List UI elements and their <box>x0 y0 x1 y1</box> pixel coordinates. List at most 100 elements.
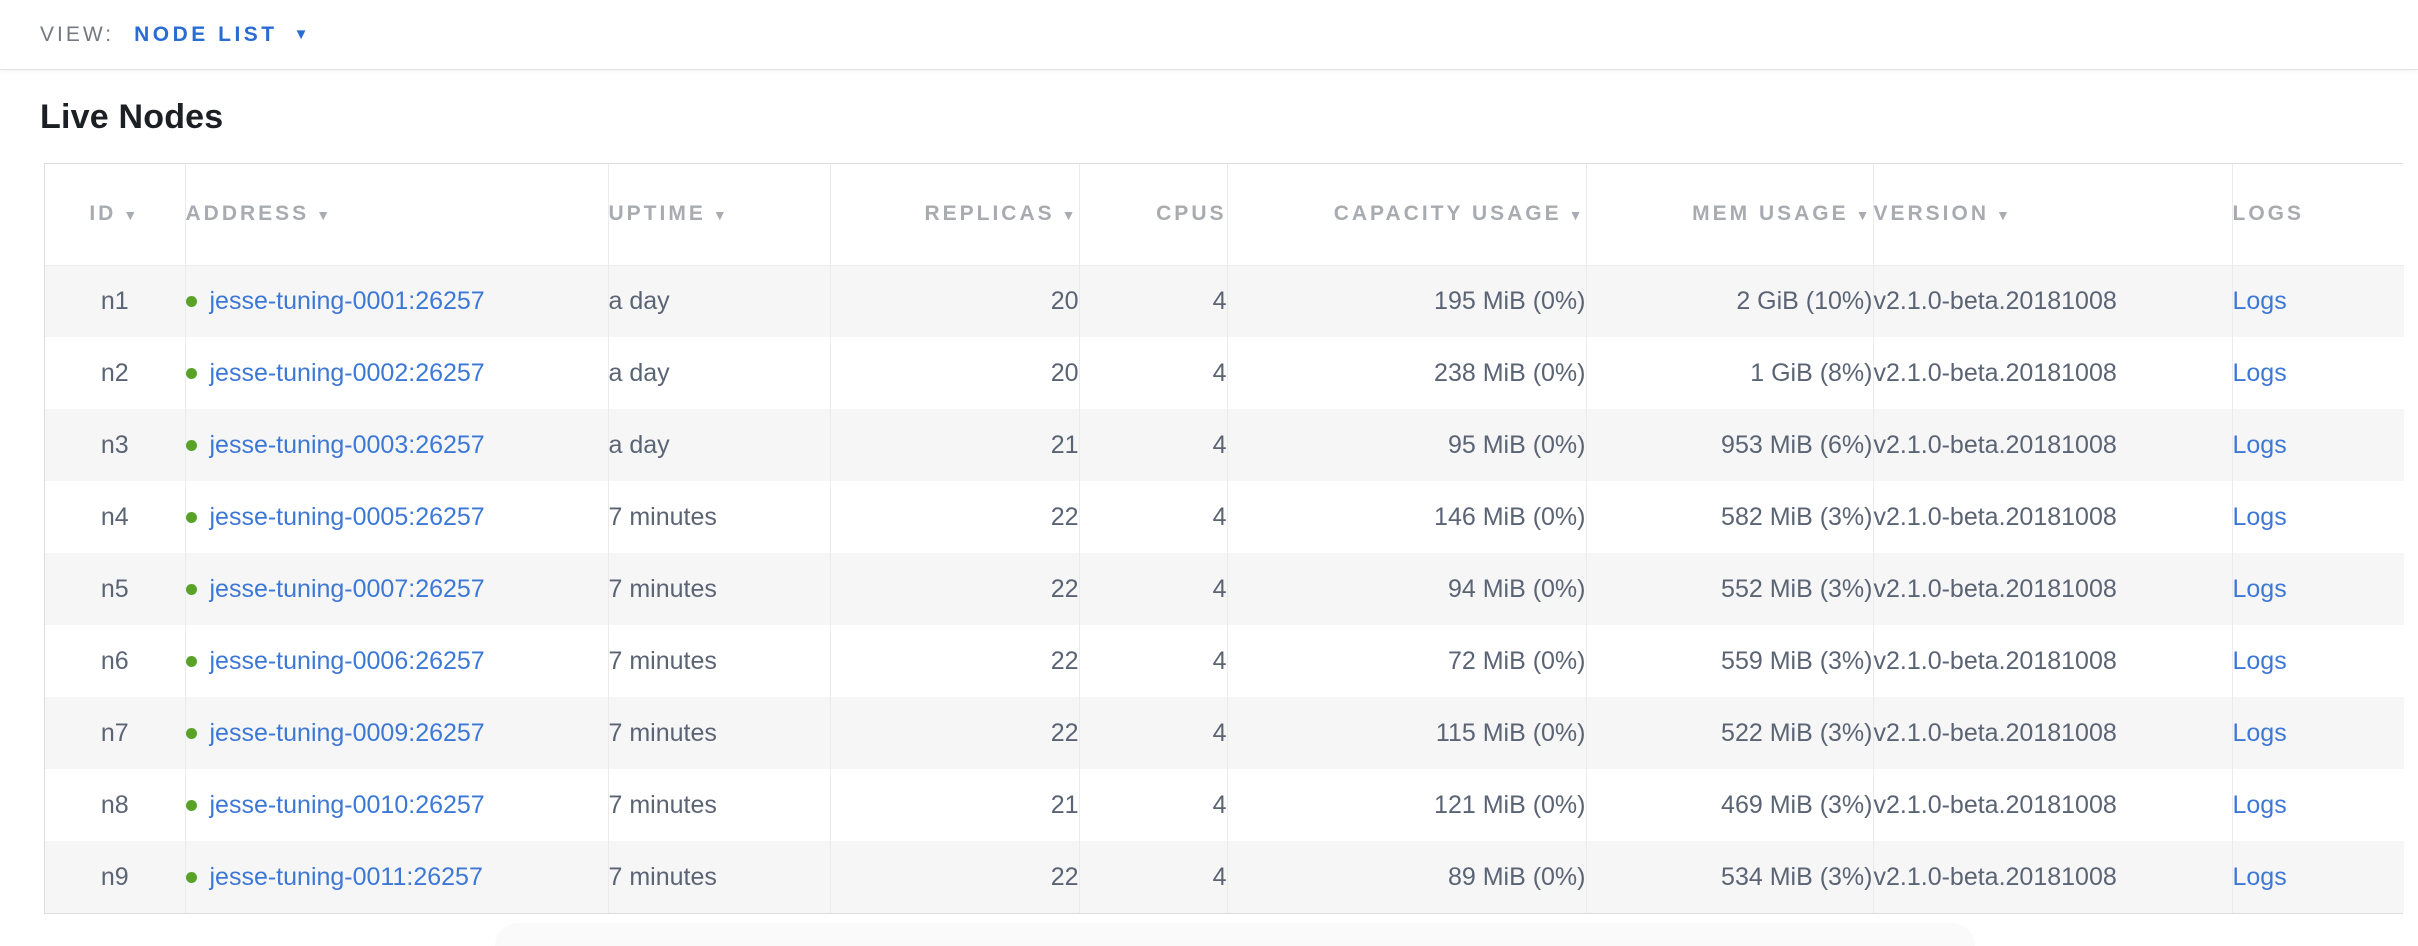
cell-version: v2.1.0-beta.20181008 <box>1872 337 2232 409</box>
cell-replicas: 22 <box>829 553 1079 625</box>
column-header-logs: LOGS <box>2231 164 2404 266</box>
cell-cpus: 4 <box>1078 409 1227 481</box>
cell-uptime: 7 minutes <box>607 481 830 553</box>
cell-address: jesse-tuning-0009:26257 <box>184 697 608 769</box>
table-row: n8 jesse-tuning-0010:26257 7 minutes 21 4 121… <box>45 769 2404 841</box>
column-header-replicas[interactable]: REPLICAS ▼ <box>829 164 1079 266</box>
node-address-link[interactable]: jesse-tuning-0002:26257 <box>209 358 485 387</box>
cell-logs: Logs <box>2231 481 2404 553</box>
status-dot-icon <box>185 583 197 595</box>
cell-address: jesse-tuning-0010:26257 <box>184 769 608 841</box>
logs-link[interactable]: Logs <box>2232 358 2287 387</box>
table-row: n7 jesse-tuning-0009:26257 7 minutes 22 4 115… <box>45 697 2404 769</box>
cell-mem: 953 MiB (6%) <box>1585 409 1873 481</box>
logs-link[interactable]: Logs <box>2232 646 2287 675</box>
cell-address: jesse-tuning-0011:26257 <box>184 841 608 913</box>
node-address-link[interactable]: jesse-tuning-0011:26257 <box>209 862 483 891</box>
table-header-row: ID ▼ ADDRESS ▼ UPTIME ▼ REPLICAS ▼ CPUS CAPACITY … <box>45 164 2404 266</box>
cell-version: v2.1.0-beta.20181008 <box>1872 409 2232 481</box>
page-title: Live Nodes <box>40 98 224 136</box>
column-header-label: ID <box>89 202 117 226</box>
node-address-link[interactable]: jesse-tuning-0005:26257 <box>209 502 485 531</box>
cell-mem: 469 MiB (3%) <box>1585 769 1873 841</box>
cell-replicas: 22 <box>829 481 1079 553</box>
sort-caret-icon: ▼ <box>123 207 141 224</box>
cell-id: n1 <box>45 265 185 337</box>
cell-uptime: 7 minutes <box>607 697 830 769</box>
cell-replicas: 21 <box>829 769 1079 841</box>
live-nodes-table-container: ID ▼ ADDRESS ▼ UPTIME ▼ REPLICAS ▼ CPUS CAPACITY … <box>44 163 2404 914</box>
cell-cpus: 4 <box>1078 841 1227 913</box>
column-header-uptime[interactable]: UPTIME ▼ <box>607 164 830 266</box>
cell-logs: Logs <box>2231 625 2404 697</box>
column-header-id[interactable]: ID ▼ <box>45 164 185 266</box>
column-header-label: CPUS <box>1156 202 1227 226</box>
status-dot-icon <box>185 295 197 307</box>
cell-replicas: 21 <box>829 409 1079 481</box>
node-address-link[interactable]: jesse-tuning-0003:26257 <box>209 430 485 459</box>
cell-logs: Logs <box>2231 769 2404 841</box>
cell-address: jesse-tuning-0006:26257 <box>184 625 608 697</box>
cell-cpus: 4 <box>1078 625 1227 697</box>
cell-replicas: 20 <box>829 265 1079 337</box>
cell-capacity: 89 MiB (0%) <box>1226 841 1586 913</box>
cell-uptime: a day <box>607 337 830 409</box>
cell-id: n7 <box>45 697 185 769</box>
column-header-label: LOGS <box>2232 202 2305 226</box>
cell-logs: Logs <box>2231 841 2404 913</box>
cell-version: v2.1.0-beta.20181008 <box>1872 553 2232 625</box>
cell-mem: 534 MiB (3%) <box>1585 841 1873 913</box>
cell-logs: Logs <box>2231 409 2404 481</box>
status-dot-icon <box>185 511 197 523</box>
node-address-link[interactable]: jesse-tuning-0009:26257 <box>209 718 485 747</box>
view-dropdown[interactable]: NODE LIST ▼ <box>134 23 308 47</box>
column-header-label: REPLICAS <box>924 202 1055 226</box>
column-header-version[interactable]: VERSION ▼ <box>1872 164 2232 266</box>
cell-capacity: 95 MiB (0%) <box>1226 409 1586 481</box>
table-row: n6 jesse-tuning-0006:26257 7 minutes 22 4 72 … <box>45 625 2404 697</box>
logs-link[interactable]: Logs <box>2232 286 2287 315</box>
column-header-cpus: CPUS <box>1078 164 1227 266</box>
cell-logs: Logs <box>2231 265 2404 337</box>
column-header-address[interactable]: ADDRESS ▼ <box>184 164 608 266</box>
column-header-capacity[interactable]: CAPACITY USAGE ▼ <box>1226 164 1586 266</box>
logs-link[interactable]: Logs <box>2232 430 2287 459</box>
sort-caret-icon: ▼ <box>1061 207 1079 224</box>
cell-capacity: 115 MiB (0%) <box>1226 697 1586 769</box>
sort-caret-icon: ▼ <box>1568 207 1586 224</box>
cell-capacity: 195 MiB (0%) <box>1226 265 1586 337</box>
cell-version: v2.1.0-beta.20181008 <box>1872 625 2232 697</box>
logs-link[interactable]: Logs <box>2232 502 2287 531</box>
sort-caret-icon: ▼ <box>1996 207 2013 224</box>
logs-link[interactable]: Logs <box>2232 862 2287 891</box>
cell-version: v2.1.0-beta.20181008 <box>1872 769 2232 841</box>
table-row: n1 jesse-tuning-0001:26257 a day 20 4 195 MiB… <box>45 265 2404 337</box>
table-row: n3 jesse-tuning-0003:26257 a day 21 4 95 MiB … <box>45 409 2404 481</box>
node-address-link[interactable]: jesse-tuning-0007:26257 <box>209 574 485 603</box>
column-header-mem[interactable]: MEM USAGE ▼ <box>1585 164 1873 266</box>
cell-mem: 559 MiB (3%) <box>1585 625 1873 697</box>
node-address-link[interactable]: jesse-tuning-0001:26257 <box>209 286 485 315</box>
status-dot-icon <box>185 655 197 667</box>
logs-link[interactable]: Logs <box>2232 574 2287 603</box>
cell-uptime: 7 minutes <box>607 553 830 625</box>
node-address-link[interactable]: jesse-tuning-0006:26257 <box>209 646 485 675</box>
cell-uptime: 7 minutes <box>607 841 830 913</box>
column-header-label: MEM USAGE <box>1692 202 1849 226</box>
cell-capacity: 72 MiB (0%) <box>1226 625 1586 697</box>
cell-cpus: 4 <box>1078 481 1227 553</box>
cell-address: jesse-tuning-0005:26257 <box>184 481 608 553</box>
cell-id: n5 <box>45 553 185 625</box>
cell-cpus: 4 <box>1078 769 1227 841</box>
node-address-link[interactable]: jesse-tuning-0010:26257 <box>209 790 485 819</box>
cell-replicas: 22 <box>829 841 1079 913</box>
logs-link[interactable]: Logs <box>2232 790 2287 819</box>
cell-mem: 522 MiB (3%) <box>1585 697 1873 769</box>
view-bar: VIEW: NODE LIST ▼ <box>0 0 2418 70</box>
cell-mem: 1 GiB (8%) <box>1585 337 1873 409</box>
cell-replicas: 22 <box>829 625 1079 697</box>
cell-cpus: 4 <box>1078 553 1227 625</box>
logs-link[interactable]: Logs <box>2232 718 2287 747</box>
cell-logs: Logs <box>2231 553 2404 625</box>
cell-capacity: 146 MiB (0%) <box>1226 481 1586 553</box>
